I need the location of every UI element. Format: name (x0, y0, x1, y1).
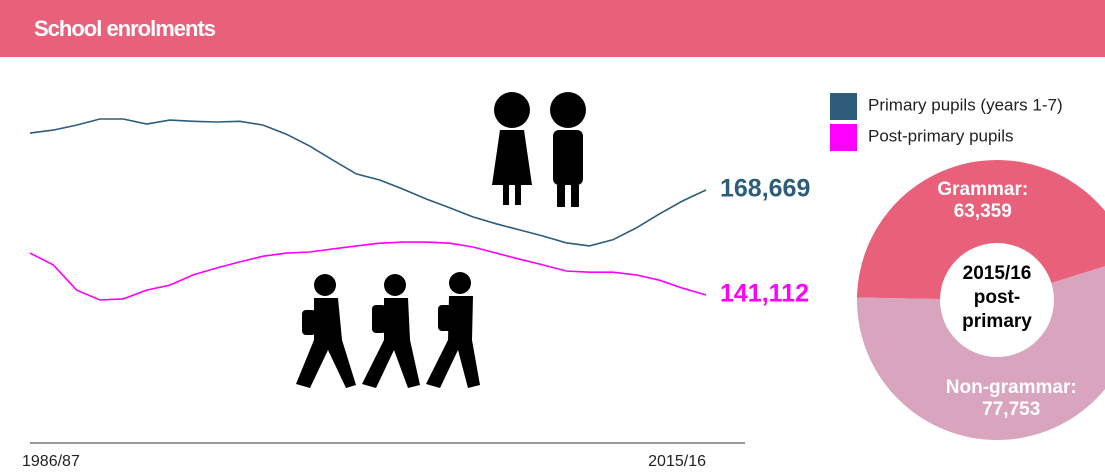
slice-label: Grammar: (937, 179, 1028, 200)
legend-label: Primary pupils (years 1-7) (868, 95, 1063, 114)
teen-silhouettes (296, 272, 480, 388)
center-label: primary (962, 311, 1032, 332)
legend-swatch (830, 124, 857, 151)
value-label: 168,669 (720, 175, 810, 203)
child-body (492, 130, 532, 185)
teen (362, 274, 420, 388)
legend-swatch (830, 93, 857, 120)
series-line (29, 118, 707, 247)
teen (296, 274, 356, 388)
child-body (553, 130, 583, 185)
donut-slice (857, 160, 1105, 300)
donut-hole (940, 243, 1054, 357)
title-bar (0, 0, 1105, 57)
child-head (550, 92, 586, 128)
legend-label: Post-primary pupils (868, 126, 1014, 145)
center-label: 2015/16 (963, 263, 1032, 284)
children-silhouettes (492, 92, 586, 207)
slice-value: 77,753 (982, 399, 1040, 420)
x-tick-label: 1986/87 (22, 453, 80, 470)
slice-value: 63,359 (954, 201, 1012, 222)
value-label: 141,112 (720, 280, 809, 308)
title: School enrolments (34, 16, 216, 41)
child-head (494, 92, 530, 128)
child-leg (557, 185, 565, 207)
x-tick-label: 2015/16 (648, 453, 706, 470)
child-leg (571, 185, 579, 207)
series-line (29, 241, 707, 301)
slice-label: Non-grammar: (946, 377, 1077, 398)
center-label: post- (974, 287, 1020, 308)
child-leg (503, 185, 509, 205)
child-leg (515, 185, 521, 205)
teen (426, 272, 480, 388)
